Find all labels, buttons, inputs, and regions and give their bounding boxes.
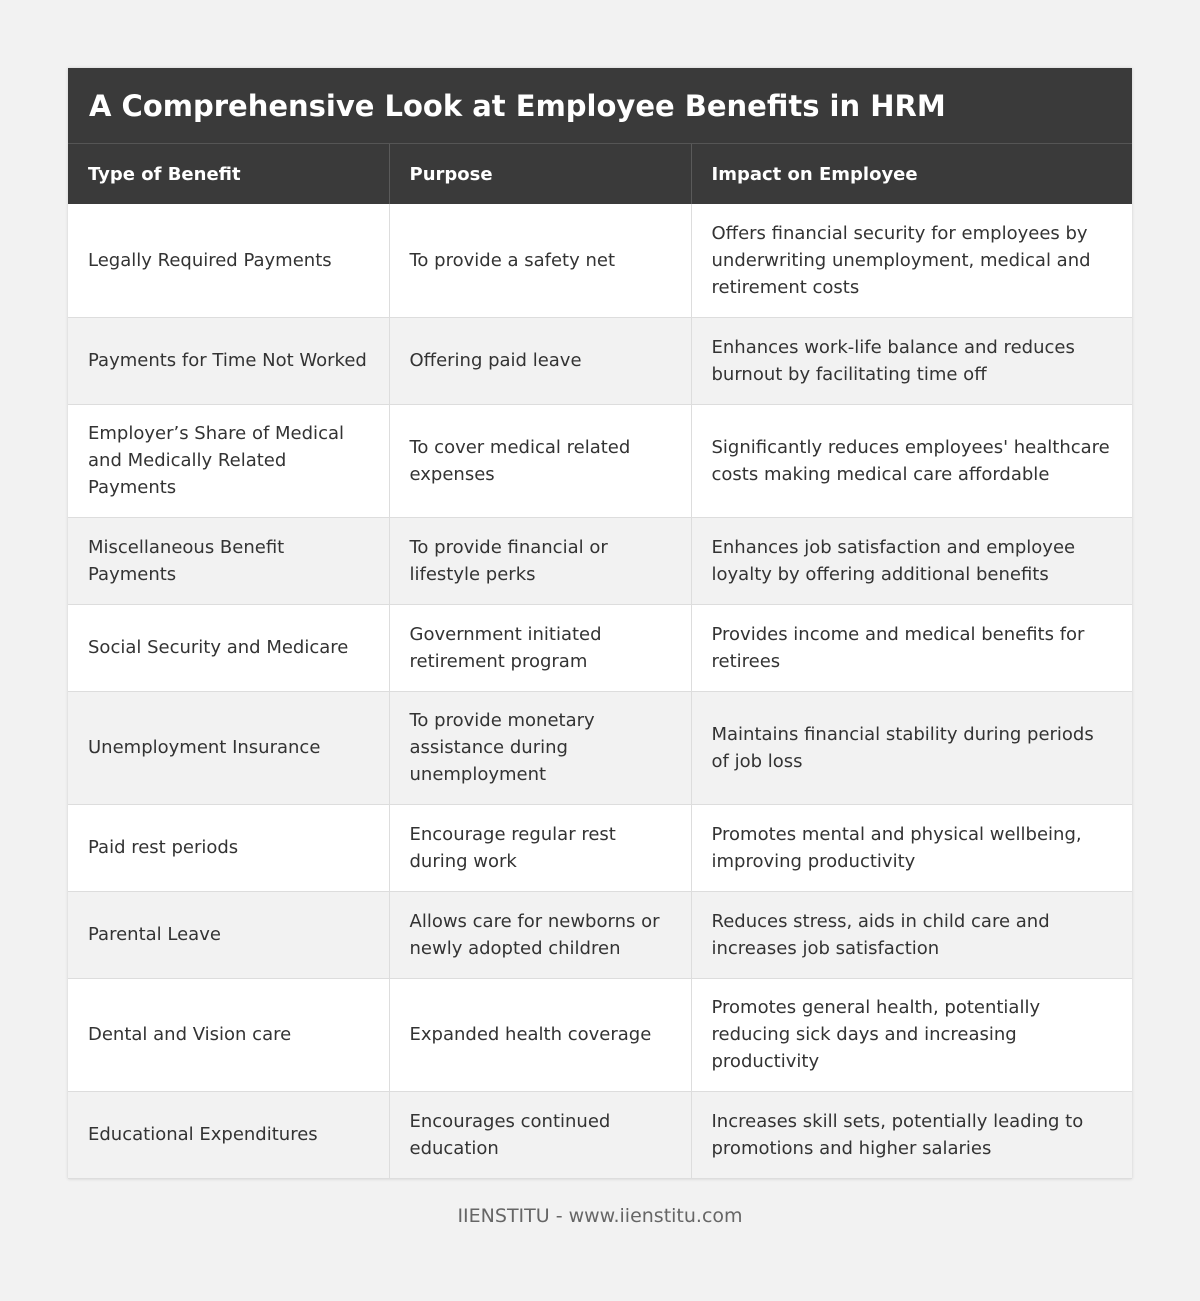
cell-impact: Enhances work-life balance and reduces b… bbox=[691, 317, 1132, 405]
table-row: Educational Expenditures Encourages cont… bbox=[68, 1091, 1132, 1179]
benefits-table: Type of Benefit Purpose Impact on Employ… bbox=[68, 144, 1132, 1179]
cell-type: Legally Required Payments bbox=[68, 204, 390, 318]
cell-impact: Enhances job satisfaction and employee l… bbox=[691, 517, 1132, 605]
cell-purpose: Expanded health coverage bbox=[389, 978, 692, 1092]
cell-impact: Provides income and medical benefits for… bbox=[691, 604, 1132, 692]
table-row: Unemployment Insurance To provide moneta… bbox=[68, 691, 1132, 805]
cell-type: Social Security and Medicare bbox=[68, 604, 390, 692]
table-row: Social Security and Medicare Government … bbox=[68, 604, 1132, 692]
cell-type: Miscellaneous Benefit Payments bbox=[68, 517, 390, 605]
footer-credit: IIENSTITU - www.iienstitu.com bbox=[457, 1205, 743, 1227]
table-row: Legally Required Payments To provide a s… bbox=[68, 204, 1132, 318]
cell-type: Payments for Time Not Worked bbox=[68, 317, 390, 405]
cell-purpose: Offering paid leave bbox=[389, 317, 692, 405]
cell-impact: Increases skill sets, potentially leadin… bbox=[691, 1091, 1132, 1179]
cell-purpose: Allows care for newborns or newly adopte… bbox=[389, 891, 692, 979]
column-header-purpose: Purpose bbox=[389, 144, 692, 204]
cell-purpose: Government initiated retirement program bbox=[389, 604, 692, 692]
cell-purpose: To provide a safety net bbox=[389, 204, 692, 318]
cell-type: Paid rest periods bbox=[68, 804, 390, 892]
cell-type: Parental Leave bbox=[68, 891, 390, 979]
table-header-row: Type of Benefit Purpose Impact on Employ… bbox=[68, 144, 1132, 204]
column-header-type: Type of Benefit bbox=[68, 144, 390, 204]
cell-purpose: To cover medical related expenses bbox=[389, 404, 692, 518]
cell-impact: Reduces stress, aids in child care and i… bbox=[691, 891, 1132, 979]
cell-impact: Promotes general health, potentially red… bbox=[691, 978, 1132, 1092]
table-row: Payments for Time Not Worked Offering pa… bbox=[68, 317, 1132, 405]
cell-type: Educational Expenditures bbox=[68, 1091, 390, 1179]
cell-purpose: Encourage regular rest during work bbox=[389, 804, 692, 892]
cell-impact: Promotes mental and physical wellbeing, … bbox=[691, 804, 1132, 892]
table-row: Employer’s Share of Medical and Medicall… bbox=[68, 404, 1132, 518]
table-row: Parental Leave Allows care for newborns … bbox=[68, 891, 1132, 979]
benefits-table-card: A Comprehensive Look at Employee Benefit… bbox=[68, 68, 1132, 1179]
cell-impact: Maintains financial stability during per… bbox=[691, 691, 1132, 805]
table-row: Paid rest periods Encourage regular rest… bbox=[68, 804, 1132, 892]
cell-impact: Offers financial security for employees … bbox=[691, 204, 1132, 318]
cell-impact: Significantly reduces employees' healthc… bbox=[691, 404, 1132, 518]
cell-purpose: To provide monetary assistance during un… bbox=[389, 691, 692, 805]
cell-type: Dental and Vision care bbox=[68, 978, 390, 1092]
column-header-impact: Impact on Employee bbox=[691, 144, 1132, 204]
page-title: A Comprehensive Look at Employee Benefit… bbox=[68, 68, 1132, 144]
cell-type: Employer’s Share of Medical and Medicall… bbox=[68, 404, 390, 518]
table-row: Dental and Vision care Expanded health c… bbox=[68, 978, 1132, 1092]
cell-purpose: To provide financial or lifestyle perks bbox=[389, 517, 692, 605]
cell-type: Unemployment Insurance bbox=[68, 691, 390, 805]
cell-purpose: Encourages continued education bbox=[389, 1091, 692, 1179]
table-row: Miscellaneous Benefit Payments To provid… bbox=[68, 517, 1132, 605]
